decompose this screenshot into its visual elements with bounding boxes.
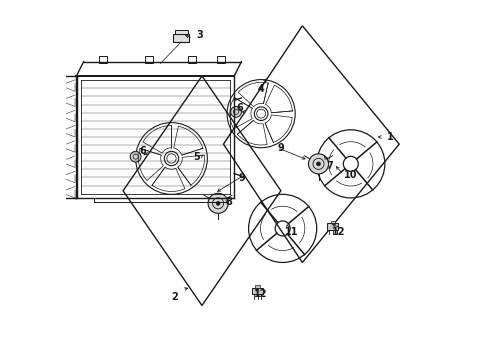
Bar	[98, 55, 107, 63]
Bar	[252, 288, 263, 294]
Bar	[175, 30, 188, 34]
Text: 5: 5	[193, 152, 200, 162]
Text: 7: 7	[326, 161, 333, 171]
Text: 1: 1	[387, 132, 393, 142]
Text: 9: 9	[238, 173, 245, 183]
Text: 3: 3	[197, 30, 203, 40]
Bar	[188, 55, 196, 63]
Circle shape	[130, 151, 141, 162]
Text: 4: 4	[258, 84, 265, 94]
Bar	[255, 285, 260, 288]
Bar	[146, 55, 153, 63]
Text: 12: 12	[254, 289, 268, 299]
Circle shape	[317, 162, 320, 166]
Circle shape	[231, 107, 242, 117]
Text: 6: 6	[236, 103, 243, 113]
Circle shape	[216, 201, 220, 205]
Bar	[327, 224, 338, 230]
Text: 12: 12	[332, 227, 345, 237]
Bar	[173, 34, 190, 42]
Circle shape	[309, 154, 329, 174]
Text: 10: 10	[344, 170, 358, 180]
Text: 2: 2	[172, 292, 178, 302]
Circle shape	[208, 193, 228, 213]
Bar	[331, 221, 335, 224]
Text: 9: 9	[277, 143, 284, 153]
Text: 6: 6	[140, 146, 146, 156]
Text: 8: 8	[225, 197, 232, 207]
Text: 11: 11	[285, 227, 298, 237]
Bar	[217, 55, 225, 63]
